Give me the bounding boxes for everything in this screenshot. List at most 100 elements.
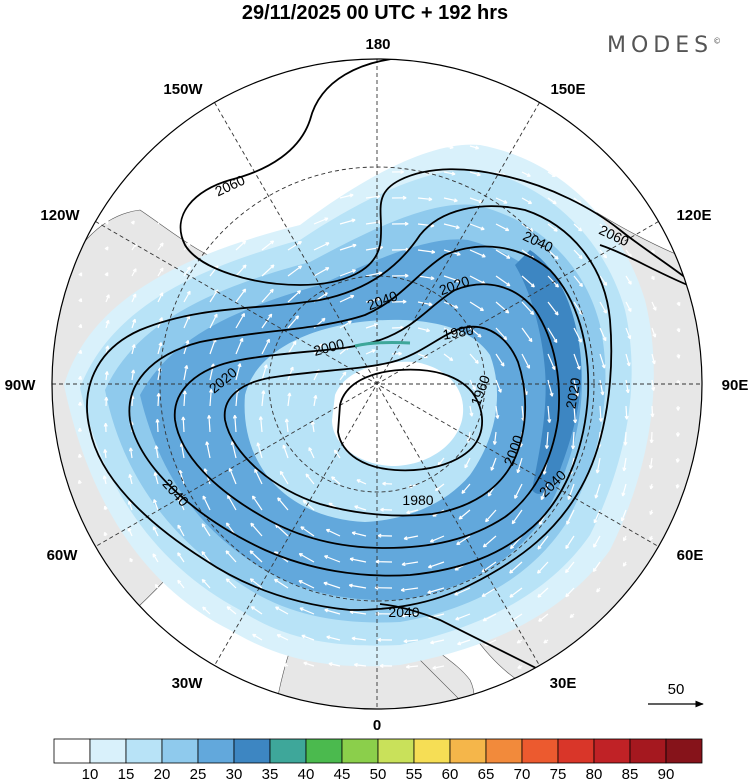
wind-arrow-head xyxy=(431,249,436,254)
wind-arrow-head xyxy=(209,143,214,148)
wind-arrow xyxy=(537,535,549,550)
wind-arrow xyxy=(261,167,271,173)
wind-arrow-head xyxy=(537,593,542,598)
wind-arrow-head xyxy=(180,610,185,615)
wind-arrow xyxy=(354,664,367,667)
wind-arrow-head xyxy=(422,118,427,123)
wind-arrow xyxy=(331,476,341,485)
wind-arrow xyxy=(443,353,454,361)
wind-arrow xyxy=(257,442,263,459)
wind-arrow xyxy=(495,353,505,367)
wind-arrow-head xyxy=(324,608,329,613)
colorbar-swatch xyxy=(629,738,667,764)
wind-arrow xyxy=(235,264,247,277)
wind-arrow xyxy=(285,418,289,433)
wind-arrow-head xyxy=(273,578,279,583)
wind-arrow-head xyxy=(152,526,157,531)
wind-arrow xyxy=(406,665,419,668)
wind-arrow-head xyxy=(627,280,632,285)
modes-logo: MODES© xyxy=(607,33,721,58)
wind-arrow-head xyxy=(373,168,378,174)
wind-arrow xyxy=(323,582,341,589)
wind-arrow xyxy=(157,292,164,303)
wind-arrow xyxy=(339,244,357,251)
wind-arrow xyxy=(152,553,159,563)
wind-arrow xyxy=(209,313,218,329)
wind-arrow-head xyxy=(320,167,325,172)
wind-arrow xyxy=(625,301,632,312)
wind-arrow xyxy=(432,665,445,669)
wind-arrow-head xyxy=(480,226,485,231)
wind-arrow-head xyxy=(282,444,287,449)
wind-arrow xyxy=(105,371,108,381)
wind-arrow-head xyxy=(268,313,273,318)
wind-arrow-head xyxy=(371,349,376,354)
wind-arrow-head xyxy=(599,170,604,175)
wind-arrow-head xyxy=(331,476,336,481)
wind-arrow-head xyxy=(235,117,240,122)
wind-arrow xyxy=(547,275,559,288)
wind-arrow-head xyxy=(446,383,451,388)
wind-arrow-head xyxy=(277,497,282,502)
wind-arrow xyxy=(521,327,533,342)
wind-arrow-head xyxy=(308,447,313,452)
wind-arrow-head xyxy=(321,317,326,322)
wind-arrow-head xyxy=(500,146,505,150)
wind-arrow xyxy=(573,353,581,370)
wind-arrow xyxy=(573,223,582,232)
wind-arrow xyxy=(157,267,164,277)
wind-arrow-head xyxy=(251,495,256,500)
wind-arrow-head xyxy=(472,386,476,391)
wind-arrow-head xyxy=(565,544,570,550)
wind-reference-vector: 50 xyxy=(648,681,704,708)
contour-2040-outer xyxy=(86,205,613,611)
wind-arrow xyxy=(430,535,445,543)
wind-arrow xyxy=(235,240,247,251)
colorbar-tick-label: 10 xyxy=(82,766,99,782)
wind-arrow xyxy=(183,241,191,251)
contour-label: 1980 xyxy=(441,321,475,342)
wind-arrow-head xyxy=(500,362,505,367)
wind-arrow-head xyxy=(132,318,137,323)
wind-arrow xyxy=(275,606,289,615)
wind-arrow xyxy=(495,275,511,287)
wind-arrow-head xyxy=(177,579,182,584)
wind-arrow-head xyxy=(448,118,453,123)
wind-arrow-head xyxy=(159,217,164,222)
wind-arrow xyxy=(235,288,247,303)
wind-arrow-head xyxy=(103,422,108,427)
wind-arrow-head xyxy=(451,171,456,176)
wind-arrow-head xyxy=(313,394,318,399)
wind-arrow-head xyxy=(449,145,454,150)
wind-arrow xyxy=(417,301,433,306)
wind-arrow-head xyxy=(232,414,238,419)
wind-arrow xyxy=(311,421,315,433)
inner-core-low xyxy=(332,361,464,466)
wind-arrow-head xyxy=(241,216,246,221)
wind-arrow xyxy=(417,197,433,201)
wind-arrow-head xyxy=(648,465,653,469)
wind-arrow-head xyxy=(649,439,654,444)
wind-arrow xyxy=(573,197,582,205)
wind-arrow xyxy=(547,171,556,178)
wind-arrow xyxy=(131,369,135,381)
lon-label-180: 180 xyxy=(365,36,390,53)
wind-arrow-head xyxy=(427,564,432,569)
wind-arrow-head xyxy=(516,639,521,644)
wind-arrow-head xyxy=(302,499,307,504)
wind-arrow xyxy=(572,431,575,449)
contour-2040-south xyxy=(379,603,561,681)
wind-arrow-head xyxy=(627,253,632,258)
wind-arrow-head xyxy=(318,343,323,348)
wind-arrow-head xyxy=(279,470,284,475)
wind-arrow xyxy=(209,289,219,303)
colorbar-swatch xyxy=(377,738,415,764)
wind-arrow-head xyxy=(153,472,158,477)
colorbar-tick-label: 45 xyxy=(334,766,351,782)
wind-arrow-head xyxy=(601,364,606,369)
wind-arrow-head xyxy=(153,499,157,504)
wind-arrow xyxy=(201,523,211,537)
wind-arrow xyxy=(287,265,302,277)
wind-arrow xyxy=(249,578,263,589)
wind-arrow-head xyxy=(603,309,607,314)
